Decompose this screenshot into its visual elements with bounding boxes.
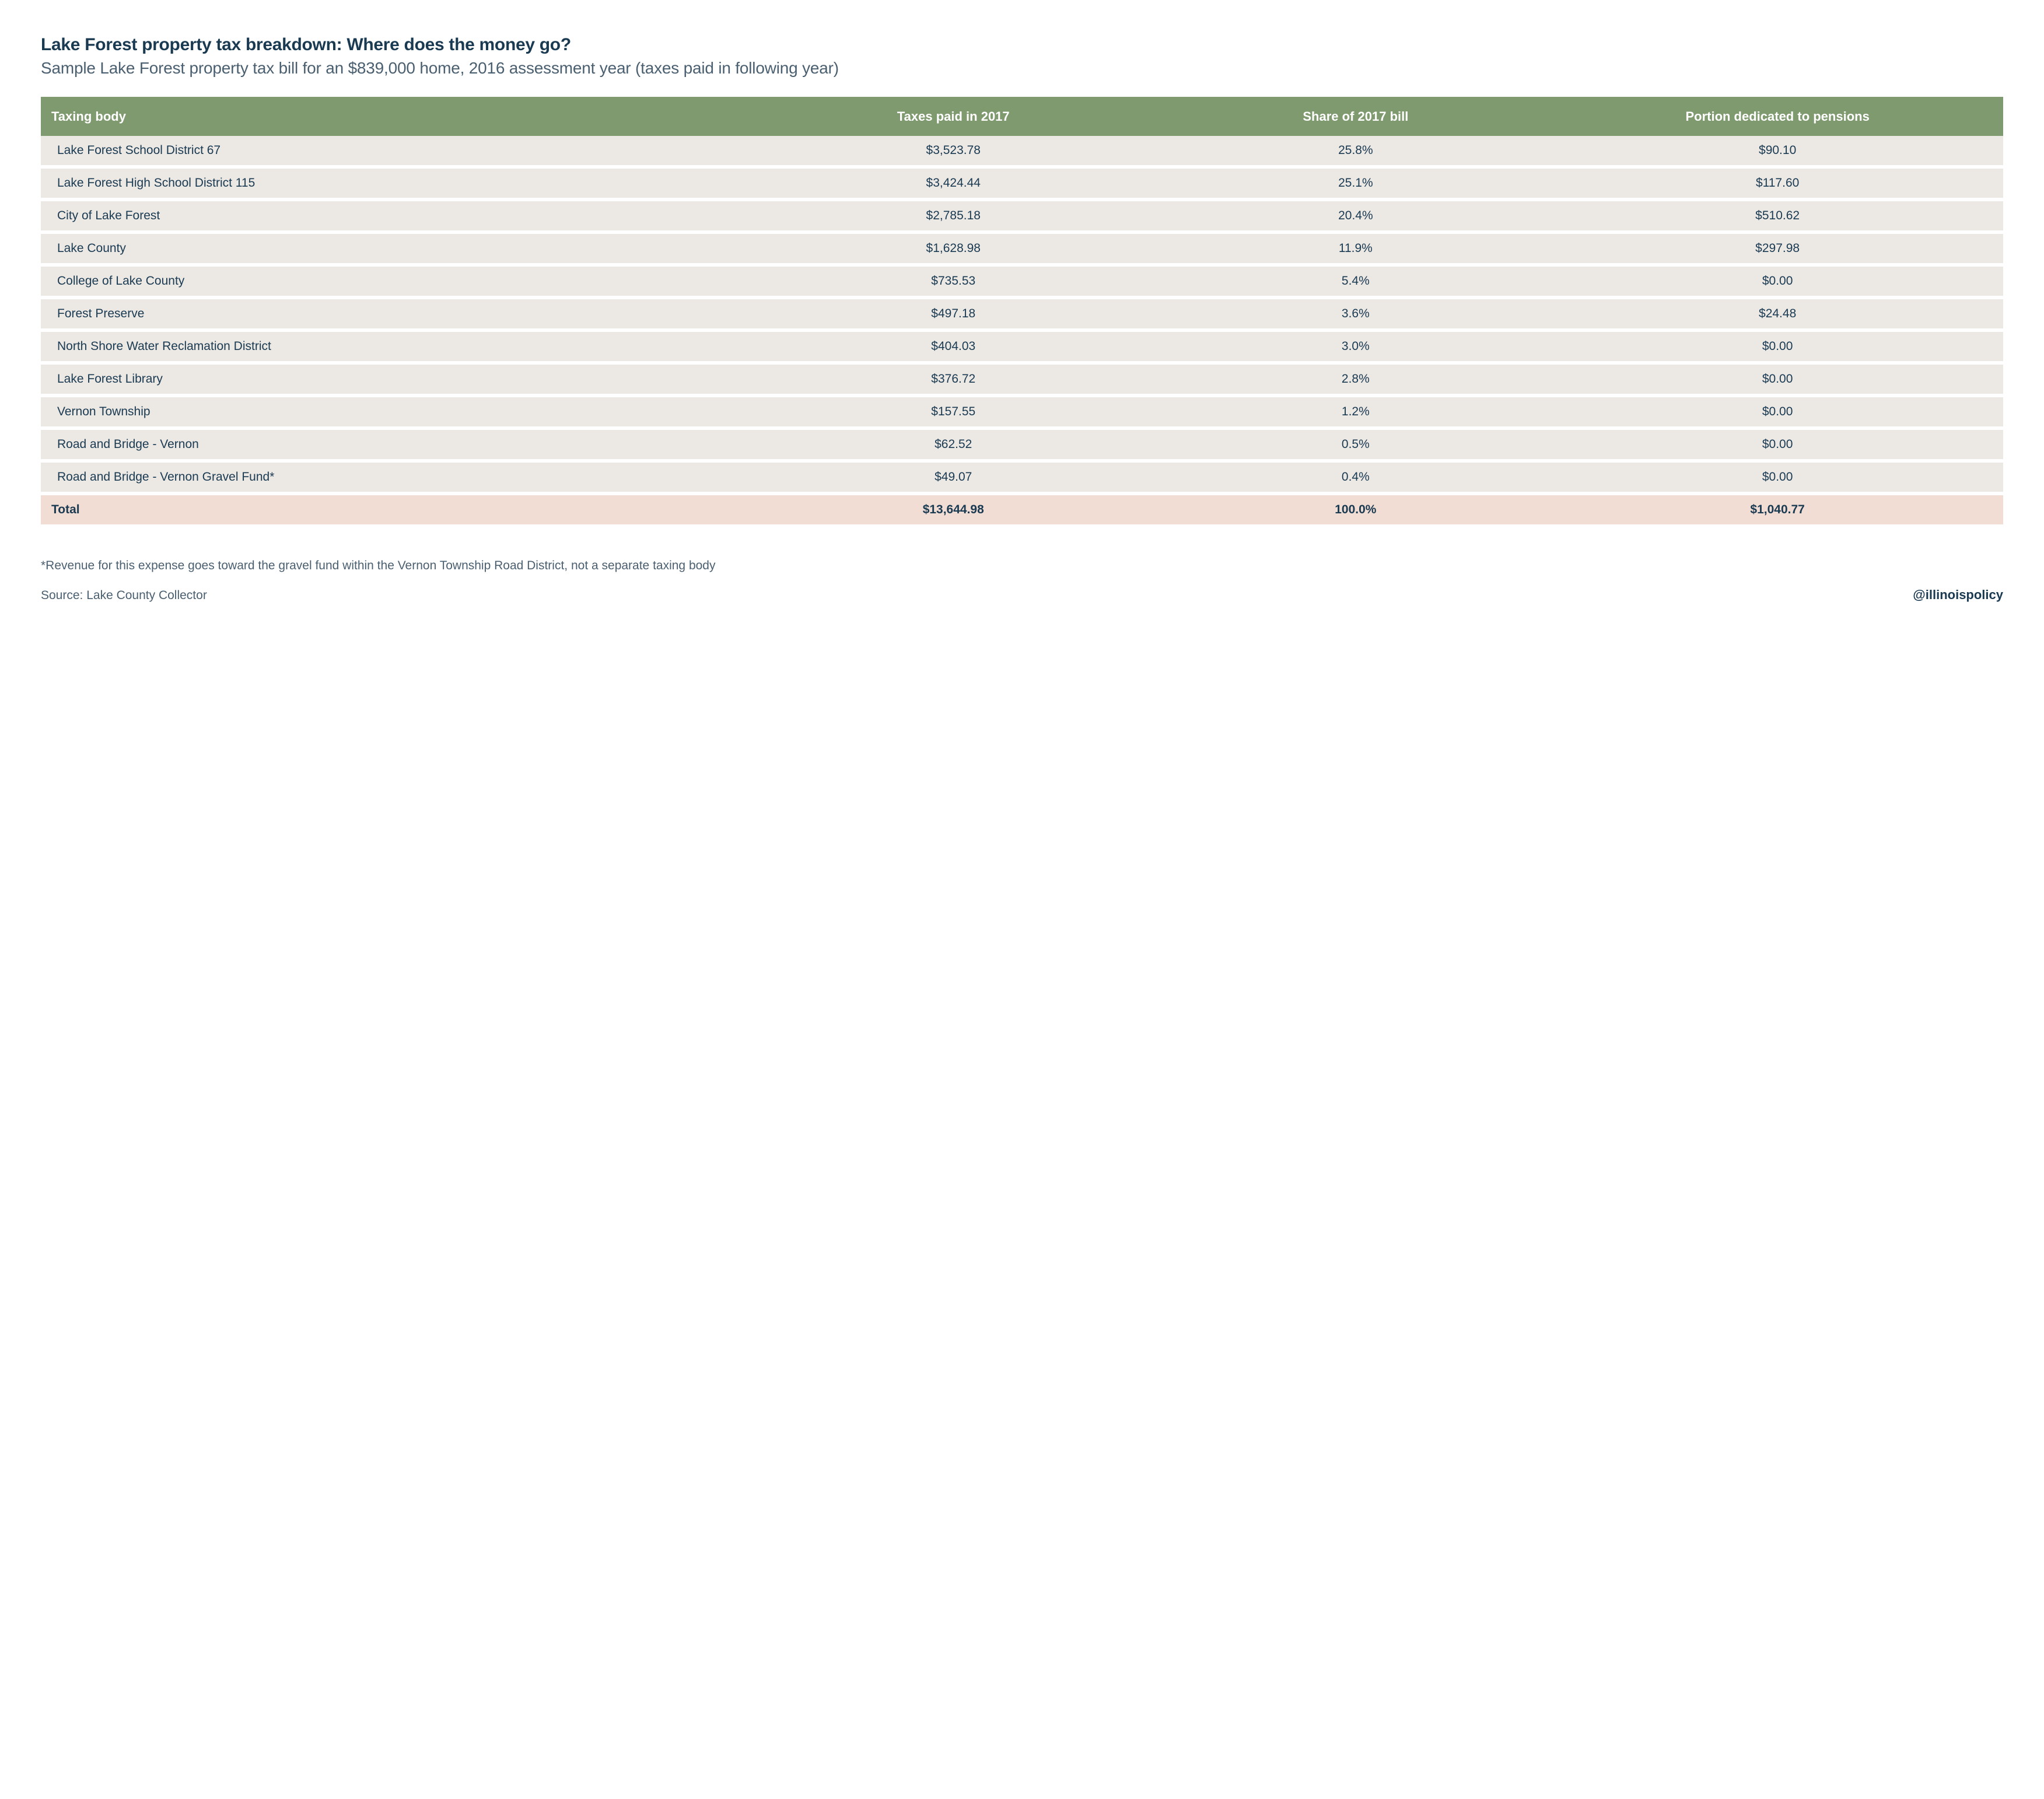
- source-row: Source: Lake County Collector @illinoisp…: [41, 587, 2003, 603]
- cell-body: City of Lake Forest: [41, 200, 747, 232]
- col-share: Share of 2017 bill: [1159, 97, 1552, 136]
- cell-share: 3.0%: [1159, 330, 1552, 363]
- cell-taxes: $62.52: [747, 428, 1159, 461]
- cell-share: 20.4%: [1159, 200, 1552, 232]
- cell-pension: $0.00: [1552, 396, 2003, 428]
- cell-taxes: $376.72: [747, 363, 1159, 396]
- cell-taxes: $2,785.18: [747, 200, 1159, 232]
- cell-taxes: $3,424.44: [747, 167, 1159, 200]
- cell-pension: $510.62: [1552, 200, 2003, 232]
- source-text: Source: Lake County Collector: [41, 589, 207, 603]
- table-row: Vernon Township$157.551.2%$0.00: [41, 396, 2003, 428]
- table-row: Lake County$1,628.9811.9%$297.98: [41, 232, 2003, 265]
- table-header-row: Taxing body Taxes paid in 2017 Share of …: [41, 97, 2003, 136]
- cell-taxes: $3,523.78: [747, 136, 1159, 167]
- col-pension: Portion dedicated to pensions: [1552, 97, 2003, 136]
- col-taxing-body: Taxing body: [41, 97, 747, 136]
- cell-pension: $0.00: [1552, 363, 2003, 396]
- cell-pension: $0.00: [1552, 265, 2003, 298]
- table-row: Lake Forest Library$376.722.8%$0.00: [41, 363, 2003, 396]
- cell-body: College of Lake County: [41, 265, 747, 298]
- cell-share: 25.8%: [1159, 136, 1552, 167]
- table-row: Forest Preserve$497.183.6%$24.48: [41, 298, 2003, 330]
- cell-pension: $90.10: [1552, 136, 2003, 167]
- total-cell-taxes: $13,644.98: [747, 494, 1159, 526]
- cell-taxes: $404.03: [747, 330, 1159, 363]
- cell-taxes: $157.55: [747, 396, 1159, 428]
- table-row: College of Lake County$735.535.4%$0.00: [41, 265, 2003, 298]
- table-total-row: Total$13,644.98100.0%$1,040.77: [41, 494, 2003, 526]
- cell-taxes: $1,628.98: [747, 232, 1159, 265]
- footnote: *Revenue for this expense goes toward th…: [41, 557, 2003, 574]
- twitter-handle: @illinoispolicy: [1913, 587, 2003, 603]
- cell-pension: $117.60: [1552, 167, 2003, 200]
- table-row: Lake Forest High School District 115$3,4…: [41, 167, 2003, 200]
- cell-share: 11.9%: [1159, 232, 1552, 265]
- total-cell-body: Total: [41, 494, 747, 526]
- table-row: Lake Forest School District 67$3,523.782…: [41, 136, 2003, 167]
- cell-taxes: $735.53: [747, 265, 1159, 298]
- cell-body: North Shore Water Reclamation District: [41, 330, 747, 363]
- cell-share: 0.5%: [1159, 428, 1552, 461]
- cell-pension: $24.48: [1552, 298, 2003, 330]
- table-row: North Shore Water Reclamation District$4…: [41, 330, 2003, 363]
- cell-share: 2.8%: [1159, 363, 1552, 396]
- cell-body: Lake Forest Library: [41, 363, 747, 396]
- cell-taxes: $497.18: [747, 298, 1159, 330]
- cell-pension: $297.98: [1552, 232, 2003, 265]
- cell-share: 1.2%: [1159, 396, 1552, 428]
- cell-pension: $0.00: [1552, 428, 2003, 461]
- cell-body: Forest Preserve: [41, 298, 747, 330]
- total-cell-share: 100.0%: [1159, 494, 1552, 526]
- cell-body: Lake Forest High School District 115: [41, 167, 747, 200]
- tax-breakdown-table: Taxing body Taxes paid in 2017 Share of …: [41, 97, 2003, 528]
- col-taxes-paid: Taxes paid in 2017: [747, 97, 1159, 136]
- cell-body: Road and Bridge - Vernon Gravel Fund*: [41, 461, 747, 494]
- cell-share: 25.1%: [1159, 167, 1552, 200]
- cell-share: 3.6%: [1159, 298, 1552, 330]
- cell-body: Lake County: [41, 232, 747, 265]
- total-cell-pension: $1,040.77: [1552, 494, 2003, 526]
- table-row: Road and Bridge - Vernon Gravel Fund*$49…: [41, 461, 2003, 494]
- cell-body: Lake Forest School District 67: [41, 136, 747, 167]
- cell-body: Road and Bridge - Vernon: [41, 428, 747, 461]
- cell-body: Vernon Township: [41, 396, 747, 428]
- cell-share: 0.4%: [1159, 461, 1552, 494]
- table-row: City of Lake Forest$2,785.1820.4%$510.62: [41, 200, 2003, 232]
- cell-pension: $0.00: [1552, 461, 2003, 494]
- cell-taxes: $49.07: [747, 461, 1159, 494]
- table-row: Road and Bridge - Vernon$62.520.5%$0.00: [41, 428, 2003, 461]
- cell-pension: $0.00: [1552, 330, 2003, 363]
- chart-title: Lake Forest property tax breakdown: Wher…: [41, 35, 2003, 55]
- cell-share: 5.4%: [1159, 265, 1552, 298]
- chart-subtitle: Sample Lake Forest property tax bill for…: [41, 57, 2003, 79]
